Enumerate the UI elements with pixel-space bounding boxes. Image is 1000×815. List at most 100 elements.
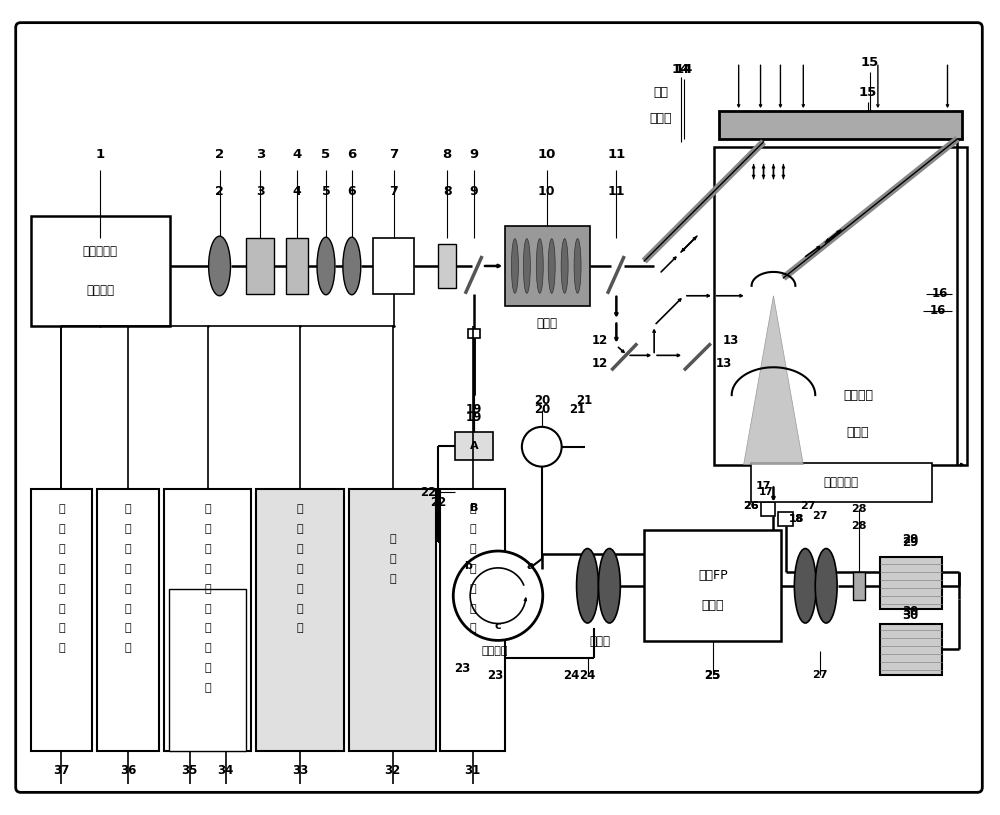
Text: 驱: 驱	[297, 604, 303, 614]
FancyBboxPatch shape	[751, 463, 932, 502]
Text: 电: 电	[125, 623, 131, 633]
Text: 通: 通	[204, 604, 211, 614]
Text: 控: 控	[389, 554, 396, 564]
Text: 4: 4	[293, 185, 302, 198]
Text: 卡塞格林: 卡塞格林	[843, 389, 873, 402]
Text: 19: 19	[466, 412, 482, 425]
Text: 集: 集	[204, 663, 211, 673]
Text: 32: 32	[384, 764, 401, 777]
Text: 29: 29	[903, 535, 919, 548]
FancyBboxPatch shape	[778, 513, 793, 526]
Text: 35: 35	[182, 764, 198, 777]
Text: 光环路器: 光环路器	[482, 646, 508, 656]
Ellipse shape	[548, 239, 555, 293]
Text: 触: 触	[204, 504, 211, 514]
Text: 6: 6	[348, 185, 356, 198]
FancyBboxPatch shape	[373, 238, 414, 293]
Circle shape	[522, 427, 562, 467]
Ellipse shape	[209, 236, 231, 296]
Text: 发: 发	[204, 524, 211, 534]
Text: 声: 声	[297, 504, 303, 514]
Text: 卡: 卡	[204, 683, 211, 693]
Text: 28: 28	[851, 521, 867, 531]
Text: 23: 23	[454, 662, 470, 675]
Text: 外腔式半导: 外腔式半导	[83, 244, 118, 258]
Text: 固体FP: 固体FP	[698, 570, 728, 583]
FancyBboxPatch shape	[714, 147, 967, 465]
Text: 7: 7	[389, 148, 398, 161]
Text: 仪: 仪	[58, 584, 65, 594]
Text: 20: 20	[534, 403, 550, 416]
Text: 子: 子	[125, 524, 131, 534]
Text: 12: 12	[591, 334, 608, 347]
Text: 25: 25	[705, 668, 721, 681]
Text: 准直镜: 准直镜	[589, 635, 610, 648]
Text: 26: 26	[743, 501, 758, 511]
Text: 激: 激	[125, 544, 131, 554]
Text: 4: 4	[293, 148, 302, 161]
Text: 光: 光	[125, 564, 131, 574]
Text: 8: 8	[443, 185, 452, 198]
Text: 2: 2	[215, 148, 224, 161]
Text: 15: 15	[861, 56, 879, 69]
FancyBboxPatch shape	[505, 227, 590, 306]
Text: 动: 动	[469, 584, 476, 594]
FancyBboxPatch shape	[853, 572, 865, 600]
Text: 采: 采	[204, 643, 211, 654]
Text: 14: 14	[675, 63, 693, 76]
FancyBboxPatch shape	[438, 244, 456, 288]
Text: 维: 维	[58, 524, 65, 534]
FancyBboxPatch shape	[97, 490, 159, 751]
Text: 体激光器: 体激光器	[86, 284, 114, 297]
Text: 10: 10	[538, 148, 556, 161]
Text: 工: 工	[389, 534, 396, 544]
Text: 驱: 驱	[469, 564, 476, 574]
Text: 描: 描	[58, 564, 65, 574]
Text: 移: 移	[297, 564, 303, 574]
Text: b: b	[464, 561, 472, 571]
Text: 3: 3	[256, 185, 265, 198]
Text: 二维: 二维	[654, 86, 669, 99]
Text: 道: 道	[204, 623, 211, 633]
Ellipse shape	[815, 548, 837, 623]
Text: 二: 二	[58, 504, 65, 514]
Text: 36: 36	[120, 764, 136, 777]
Ellipse shape	[317, 237, 335, 295]
Text: 15: 15	[859, 86, 877, 99]
Text: 11: 11	[608, 185, 625, 198]
Text: 27: 27	[812, 670, 828, 681]
Text: 10: 10	[538, 185, 555, 198]
Text: 21: 21	[569, 403, 586, 416]
Text: 器: 器	[297, 584, 303, 594]
Text: 扫: 扫	[58, 544, 65, 554]
Text: 标准具: 标准具	[702, 599, 724, 612]
Text: 动: 动	[125, 604, 131, 614]
Ellipse shape	[511, 239, 518, 293]
Ellipse shape	[794, 548, 816, 623]
FancyBboxPatch shape	[16, 23, 982, 792]
Text: 22: 22	[430, 496, 446, 509]
Text: 电: 电	[204, 544, 211, 554]
Text: 路: 路	[204, 564, 211, 574]
FancyBboxPatch shape	[880, 557, 942, 609]
Text: 20: 20	[534, 394, 550, 407]
Text: 控: 控	[58, 604, 65, 614]
Text: 28: 28	[851, 504, 867, 514]
Text: 1: 1	[96, 148, 105, 161]
Text: 31: 31	[465, 764, 481, 777]
FancyBboxPatch shape	[468, 328, 480, 338]
Text: 双: 双	[204, 584, 211, 594]
Circle shape	[453, 551, 543, 641]
Text: 11: 11	[607, 148, 625, 161]
Ellipse shape	[343, 237, 361, 295]
Text: 3: 3	[256, 148, 265, 161]
FancyBboxPatch shape	[31, 490, 92, 751]
Text: 17: 17	[759, 487, 774, 497]
Text: 14: 14	[672, 63, 690, 76]
Text: 18: 18	[789, 514, 804, 524]
Ellipse shape	[536, 239, 543, 293]
Text: 27: 27	[812, 511, 828, 522]
FancyBboxPatch shape	[349, 490, 436, 751]
Text: 19: 19	[466, 403, 482, 416]
Text: 9: 9	[470, 148, 479, 161]
